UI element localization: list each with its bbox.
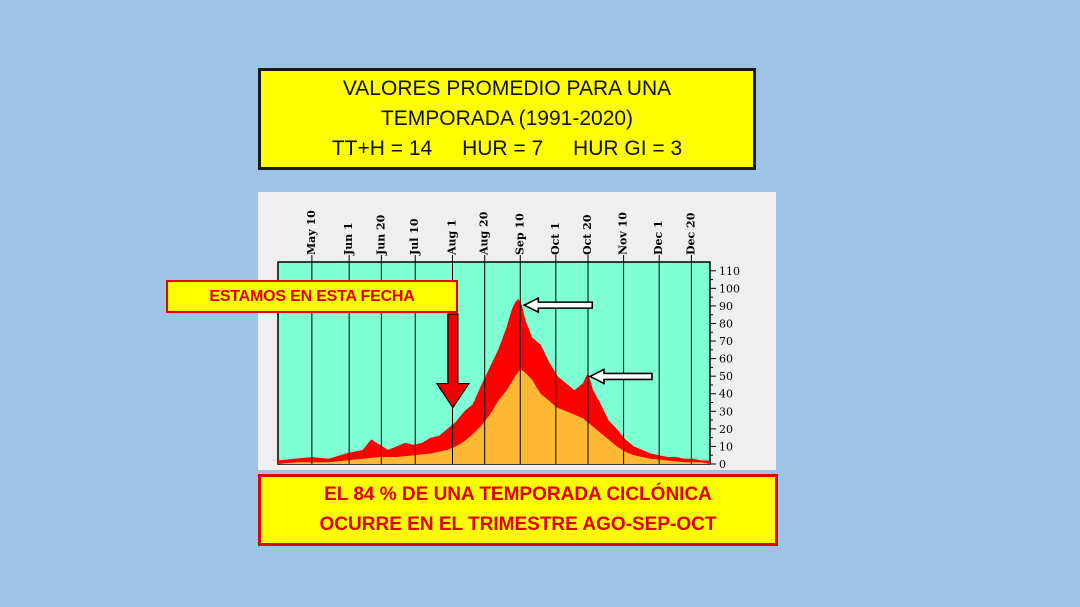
y-tick-label: 70 [719,335,733,348]
x-tick-label: Sep 10 [513,213,526,255]
chart-panel: May 10 Jun 1 Jun 20 Jul 10 Aug 1 Aug 20 Sep 10… [258,192,776,470]
title-stats: TT+H = 14 HUR = 7 HUR GI = 3 [320,134,694,164]
current-date-callout: ESTAMOS EN ESTA FECHA [166,280,458,313]
x-tick-label: Nov 10 [617,212,630,255]
summary-line-2: OCURRE EN EL TRIMESTRE AGO-SEP-OCT [319,514,717,535]
x-tick-label: Dec 1 [652,220,665,255]
arrow-main-peak [522,296,594,314]
y-tick-label: 100 [719,282,740,295]
y-tick-label: 20 [719,423,733,436]
stat-hur: HUR = 7 [462,137,544,160]
x-tick-label: Oct 1 [549,222,562,255]
y-tick-label: 60 [719,353,733,366]
y-tick-label: 110 [719,265,740,278]
stat-tt-h: TT+H = 14 [331,137,433,160]
x-tick-label: Aug 20 [478,211,491,256]
y-tick-label: 50 [719,370,733,383]
x-tick-label: Aug 1 [445,219,458,256]
summary-line-1: EL 84 % DE UNA TEMPORADA CICLÓNICA [324,484,712,505]
series-total-area [278,298,710,464]
title-box: VALORES PROMEDIO PARA UNA TEMPORADA (199… [258,68,756,170]
x-tick-label: Jun 20 [374,214,387,256]
y-tick-label: 30 [719,405,733,418]
x-tick-label: Dec 20 [684,212,697,255]
title-line-1: VALORES PROMEDIO PARA UNA [342,77,672,100]
x-tick-label: May 10 [305,210,318,255]
y-tick-label: 80 [719,317,733,330]
stat-hur-gi: HUR GI = 3 [573,137,683,160]
arrow-secondary-peak [588,368,653,385]
x-tick-label: Oct 20 [581,214,594,255]
season-activity-chart: May 10 Jun 1 Jun 20 Jul 10 Aug 1 Aug 20 Sep 10… [277,210,740,470]
series-hurricanes-area [278,369,710,464]
y-tick-label: 90 [719,300,733,313]
arrow-current-date [435,313,471,409]
y-tick-label: 10 [719,440,733,453]
title-line-2: TEMPORADA (1991-2020) [380,107,634,130]
x-tick-label: Jul 10 [408,218,421,256]
x-tick-label: Jun 1 [342,222,355,256]
y-tick-label: 40 [719,388,733,401]
summary-box: EL 84 % DE UNA TEMPORADA CICLÓNICA OCURR… [258,474,778,546]
y-tick-label: 0 [719,458,726,470]
